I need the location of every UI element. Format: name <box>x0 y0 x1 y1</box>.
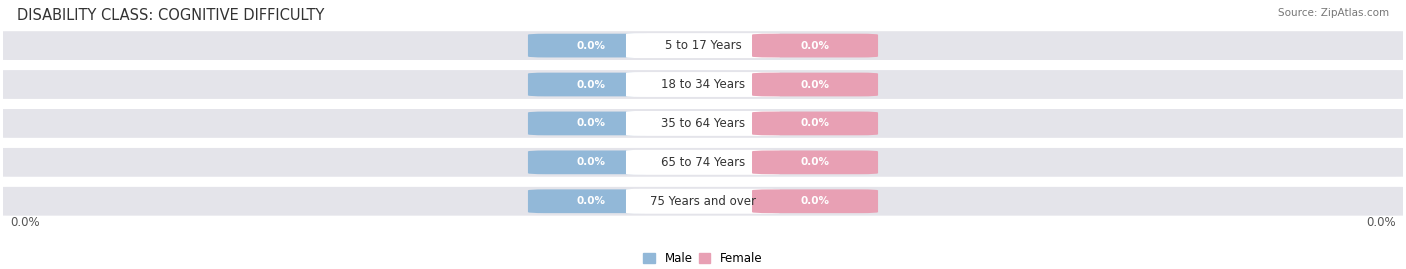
Text: 65 to 74 Years: 65 to 74 Years <box>661 156 745 169</box>
Legend: Male, Female: Male, Female <box>638 247 768 269</box>
FancyBboxPatch shape <box>0 70 1406 99</box>
Text: 75 Years and over: 75 Years and over <box>650 195 756 208</box>
FancyBboxPatch shape <box>626 189 780 214</box>
Text: 0.0%: 0.0% <box>576 118 606 128</box>
FancyBboxPatch shape <box>752 34 879 58</box>
Text: 18 to 34 Years: 18 to 34 Years <box>661 78 745 91</box>
FancyBboxPatch shape <box>527 189 654 213</box>
FancyBboxPatch shape <box>752 150 879 174</box>
FancyBboxPatch shape <box>527 73 654 96</box>
Text: 0.0%: 0.0% <box>576 196 606 206</box>
Text: 0.0%: 0.0% <box>800 157 830 167</box>
FancyBboxPatch shape <box>626 72 780 97</box>
Text: 0.0%: 0.0% <box>1367 216 1396 229</box>
Text: 0.0%: 0.0% <box>800 118 830 128</box>
Text: 35 to 64 Years: 35 to 64 Years <box>661 117 745 130</box>
FancyBboxPatch shape <box>626 111 780 136</box>
FancyBboxPatch shape <box>0 31 1406 60</box>
FancyBboxPatch shape <box>626 33 780 58</box>
Text: 5 to 17 Years: 5 to 17 Years <box>665 39 741 52</box>
Text: 0.0%: 0.0% <box>800 41 830 51</box>
Text: 0.0%: 0.0% <box>576 41 606 51</box>
FancyBboxPatch shape <box>752 73 879 96</box>
FancyBboxPatch shape <box>527 112 654 135</box>
Text: 0.0%: 0.0% <box>800 196 830 206</box>
Text: DISABILITY CLASS: COGNITIVE DIFFICULTY: DISABILITY CLASS: COGNITIVE DIFFICULTY <box>17 8 325 23</box>
FancyBboxPatch shape <box>0 109 1406 138</box>
FancyBboxPatch shape <box>0 148 1406 177</box>
FancyBboxPatch shape <box>0 187 1406 216</box>
Text: 0.0%: 0.0% <box>576 157 606 167</box>
Text: 0.0%: 0.0% <box>10 216 39 229</box>
Text: 0.0%: 0.0% <box>800 80 830 90</box>
FancyBboxPatch shape <box>752 112 879 135</box>
FancyBboxPatch shape <box>527 150 654 174</box>
FancyBboxPatch shape <box>527 34 654 58</box>
Text: 0.0%: 0.0% <box>576 80 606 90</box>
Text: Source: ZipAtlas.com: Source: ZipAtlas.com <box>1278 8 1389 18</box>
FancyBboxPatch shape <box>626 150 780 175</box>
FancyBboxPatch shape <box>752 189 879 213</box>
